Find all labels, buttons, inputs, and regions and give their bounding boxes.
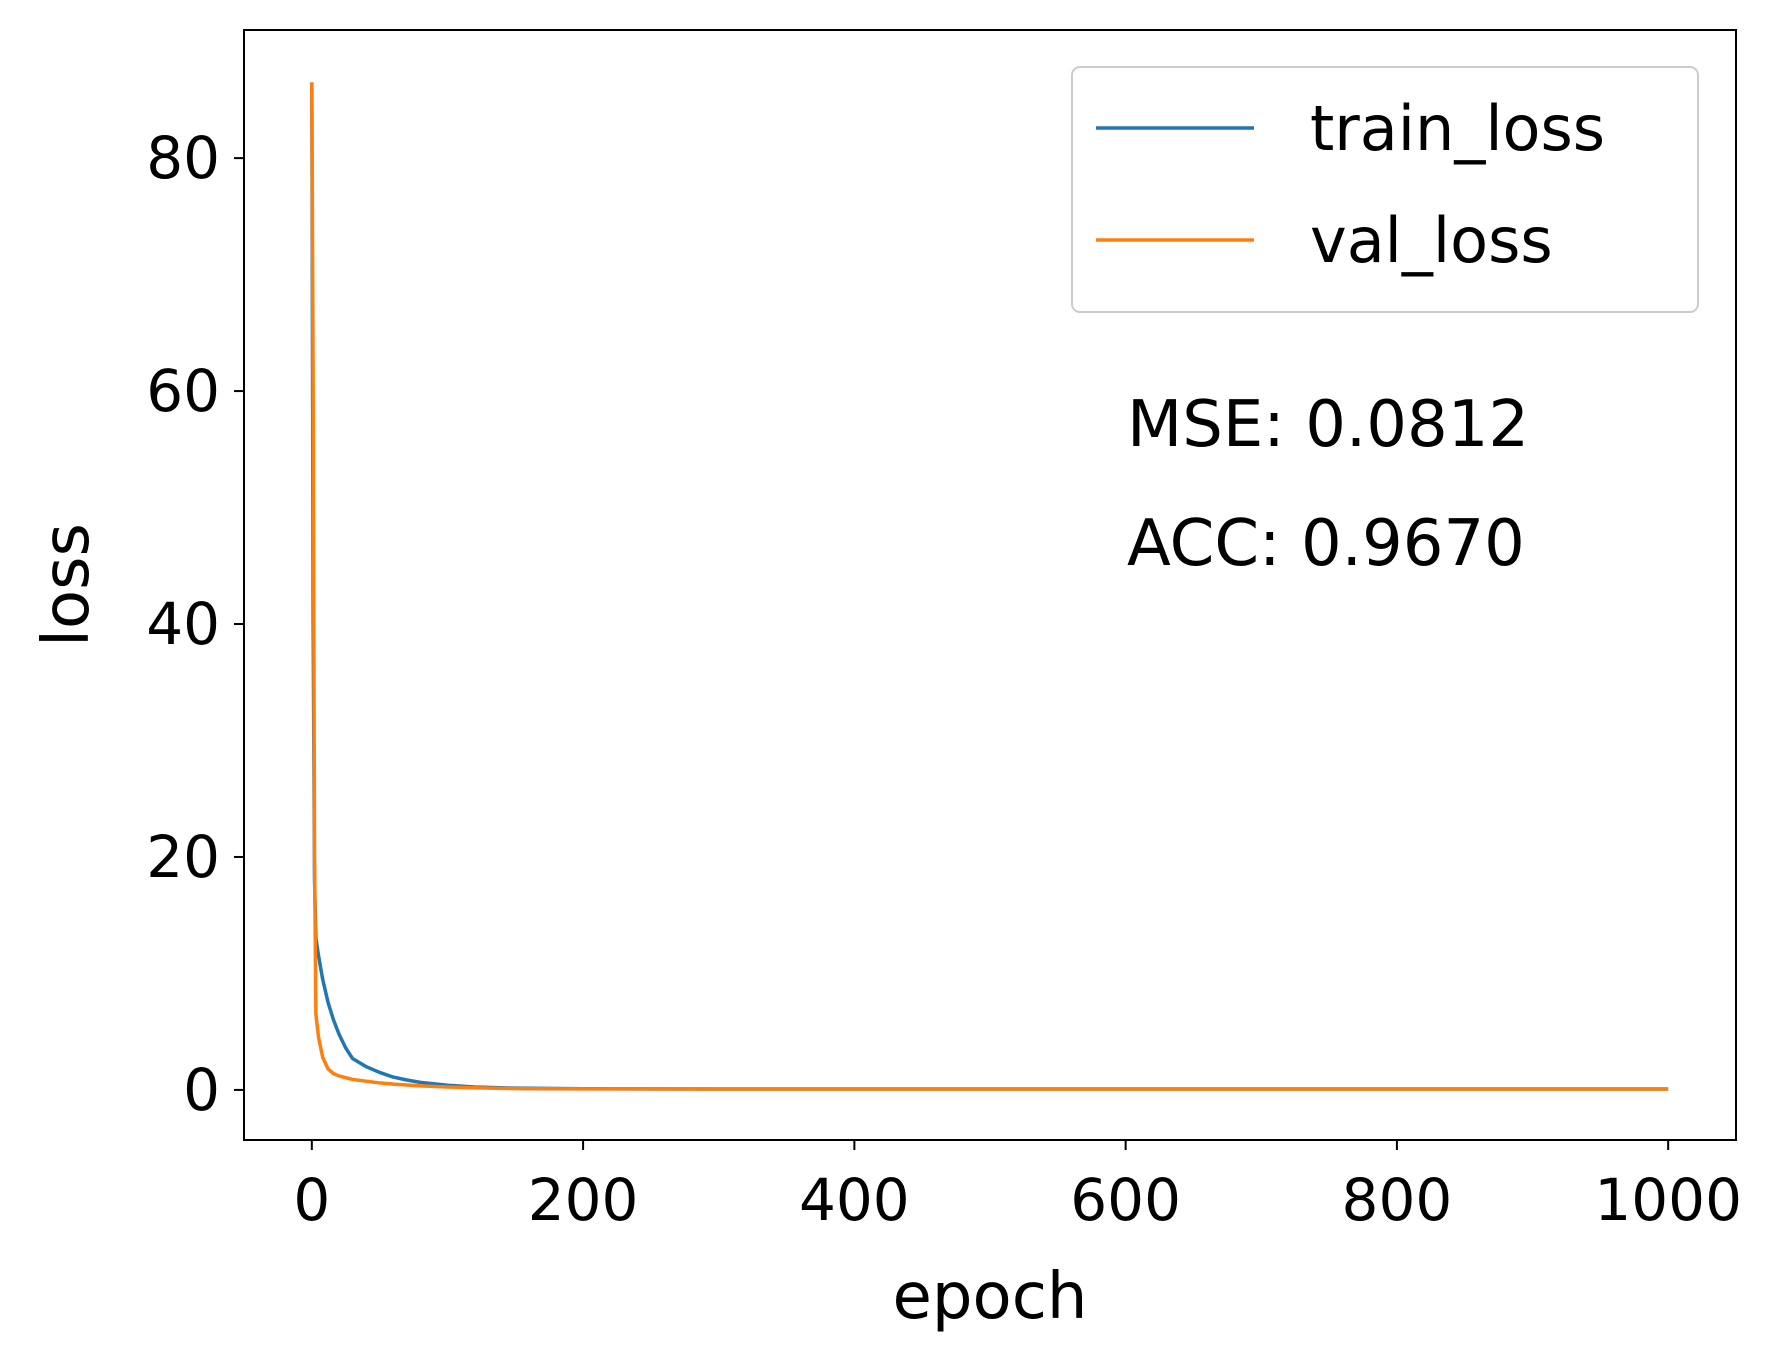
x-axis-label: epoch (893, 1260, 1088, 1334)
y-tick-label: 80 (146, 124, 220, 192)
plot-frame (243, 29, 1737, 1141)
series-layer (310, 82, 1669, 1091)
y-tick-label: 0 (183, 1056, 220, 1124)
legend-label-train-loss: train_loss (1310, 92, 1605, 165)
x-tick-label: 600 (1070, 1166, 1181, 1234)
acc-annotation: ACC: 0.9670 (1127, 507, 1525, 581)
y-tick-label: 60 (146, 357, 220, 425)
x-tick-label: 0 (293, 1166, 330, 1234)
x-tick-label: 200 (528, 1166, 639, 1234)
legend-label-val-loss: val_loss (1310, 204, 1553, 277)
y-tick-label: 40 (146, 590, 220, 658)
x-tick-label: 1000 (1594, 1166, 1742, 1234)
y-tick-label: 20 (146, 823, 220, 891)
legend: train_loss val_loss (1071, 66, 1699, 313)
y-axis-ticks: 0 20 40 60 80 (146, 124, 244, 1124)
x-axis-ticks: 0 200 400 600 800 1000 (293, 1140, 1742, 1234)
series-line-val-loss (310, 82, 1669, 1091)
x-tick-label: 800 (1342, 1166, 1453, 1234)
mse-annotation: MSE: 0.0812 (1127, 388, 1529, 462)
y-axis-label: loss (30, 523, 104, 647)
x-tick-label: 400 (799, 1166, 910, 1234)
